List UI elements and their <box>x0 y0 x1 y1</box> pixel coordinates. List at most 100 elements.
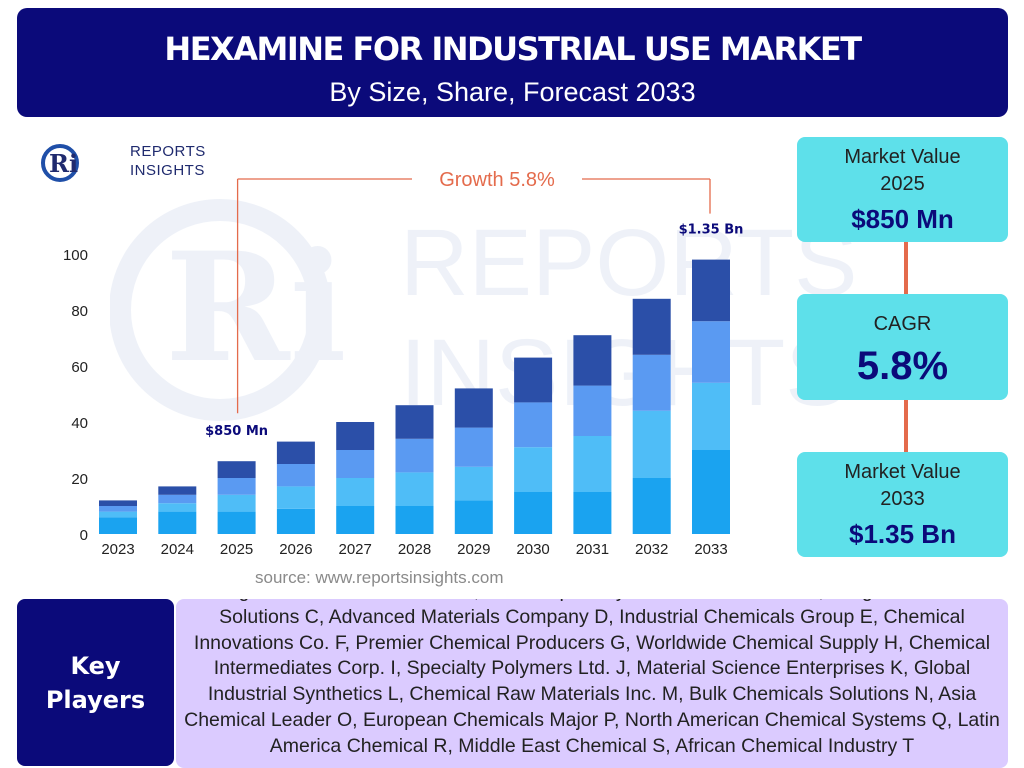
annotations: $850 Mn $1.35 Bn <box>205 223 743 440</box>
y-tick-label: 80 <box>71 303 88 320</box>
y-tick-label: 60 <box>71 359 88 376</box>
bar-segment <box>276 486 315 509</box>
bar-segment <box>454 466 493 501</box>
x-tick-label: 2029 <box>457 541 490 558</box>
x-tick-label: 2026 <box>279 541 312 558</box>
bar-segment <box>454 427 493 467</box>
bar-segment <box>632 410 671 478</box>
bar-segment <box>395 506 434 534</box>
watermark-mark: Ri <box>165 220 347 396</box>
stat-label-2033-line2: 2033 <box>880 488 925 510</box>
bar-segment <box>692 321 730 383</box>
bar-segment <box>573 492 612 534</box>
bar-segment <box>158 503 197 512</box>
bar-segment <box>395 438 434 473</box>
stat-box-cagr: CAGR 5.8% <box>797 294 1008 400</box>
y-axis: 0 20 40 60 80 100 <box>63 247 88 544</box>
bar-segment <box>454 388 493 428</box>
key-players-text: Leading Chemical Manufacturer A, Global … <box>180 599 1004 757</box>
bar-segment <box>514 357 553 403</box>
stat-box-value-2033: Market Value 2033 $1.35 Bn <box>797 452 1008 557</box>
connector-line <box>904 242 908 294</box>
stat-label-2025-line2: 2025 <box>880 173 925 195</box>
bar-segment <box>336 478 375 506</box>
x-tick-label: 2023 <box>101 541 134 558</box>
x-tick-label: 2030 <box>516 541 549 558</box>
x-tick-label: 2028 <box>398 541 431 558</box>
bar-segment <box>99 511 137 518</box>
y-tick-label: 20 <box>71 471 88 488</box>
bar-segment <box>632 478 671 534</box>
bar-segment <box>573 335 612 386</box>
watermark-line1: REPORTS <box>400 210 858 316</box>
logo-icon: Ri <box>41 144 79 182</box>
bar-segment <box>395 472 434 506</box>
bar-segment <box>276 464 315 487</box>
bar-segment <box>158 511 197 534</box>
header-banner: HEXAMINE FOR INDUSTRIAL USE MARKET By Si… <box>17 8 1008 117</box>
bar-segment <box>99 506 137 512</box>
bar-segment <box>573 436 612 492</box>
logo-mark: Ri <box>49 149 78 178</box>
growth-bracket: Growth 5.8% <box>236 169 711 414</box>
bar-segment <box>692 382 730 450</box>
key-players-label: Key Players <box>17 599 174 766</box>
bar-segment <box>514 447 553 492</box>
stat-box-value-2025: Market Value 2025 $850 Mn <box>797 137 1008 242</box>
page-title: HEXAMINE FOR INDUSTRIAL USE MARKET <box>164 30 862 68</box>
y-tick-label: 40 <box>71 415 88 432</box>
stat-value-2033: $1.35 Bn <box>849 519 956 549</box>
y-tick-label: 100 <box>63 247 88 264</box>
logo-line1: REPORTS <box>130 143 206 160</box>
data-label: $1.35 Bn <box>679 223 744 238</box>
x-axis: 2023 2024 2025 2026 2027 2028 2029 2030 2031 2032… <box>101 541 727 558</box>
x-tick-label: 2031 <box>576 541 609 558</box>
bar-segment <box>276 441 315 464</box>
stat-label-2033-line1: Market Value <box>844 461 961 483</box>
bar-segment <box>336 422 375 450</box>
bar-segment <box>454 500 493 534</box>
growth-label: Growth 5.8% <box>439 169 555 191</box>
bar-segment <box>514 492 553 534</box>
stat-value-cagr: 5.8% <box>856 344 949 388</box>
bar-segment <box>158 486 197 495</box>
bars <box>99 259 730 534</box>
bar-segment <box>217 494 256 512</box>
y-tick-label: 0 <box>80 527 88 544</box>
bar-segment <box>336 506 375 534</box>
logo-line2: INSIGHTS <box>130 162 205 179</box>
bar-segment <box>217 478 256 495</box>
key-players-line1: Key <box>70 651 121 680</box>
bar-segment <box>276 508 315 534</box>
stat-label-2025-line1: Market Value <box>844 146 961 168</box>
bar-segment <box>632 354 671 411</box>
x-tick-label: 2032 <box>635 541 668 558</box>
x-tick-label: 2027 <box>339 541 372 558</box>
bar-segment <box>158 494 197 504</box>
bar-segment <box>692 450 730 534</box>
bar-segment <box>692 259 730 322</box>
bar-segment <box>99 500 137 506</box>
page-subtitle: By Size, Share, Forecast 2033 <box>329 77 696 107</box>
x-tick-label: 2033 <box>694 541 727 558</box>
stat-value-2025: $850 Mn <box>851 204 954 234</box>
stat-label-cagr: CAGR <box>873 313 932 335</box>
connector-line <box>904 400 908 452</box>
key-players-list: Leading Chemical Manufacturer A, Global … <box>176 599 1008 768</box>
bar-segment <box>217 511 256 534</box>
bar-segment <box>99 517 137 534</box>
bar-segment <box>514 402 553 448</box>
bar-segment <box>573 385 612 436</box>
x-tick-label: 2025 <box>220 541 253 558</box>
source-note: source: www.reportsinsights.com <box>255 568 504 587</box>
key-players-line2: Players <box>45 685 146 714</box>
x-tick-label: 2024 <box>161 541 194 558</box>
bar-segment <box>632 298 671 355</box>
brand-logo: Ri REPORTS INSIGHTS <box>40 143 205 183</box>
bar-segment <box>217 461 256 478</box>
bar-segment <box>395 405 434 439</box>
data-label: $850 Mn <box>205 424 268 439</box>
watermark-logo: Ri REPORTS INSIGHTS <box>110 199 858 426</box>
bar-segment <box>336 450 375 478</box>
